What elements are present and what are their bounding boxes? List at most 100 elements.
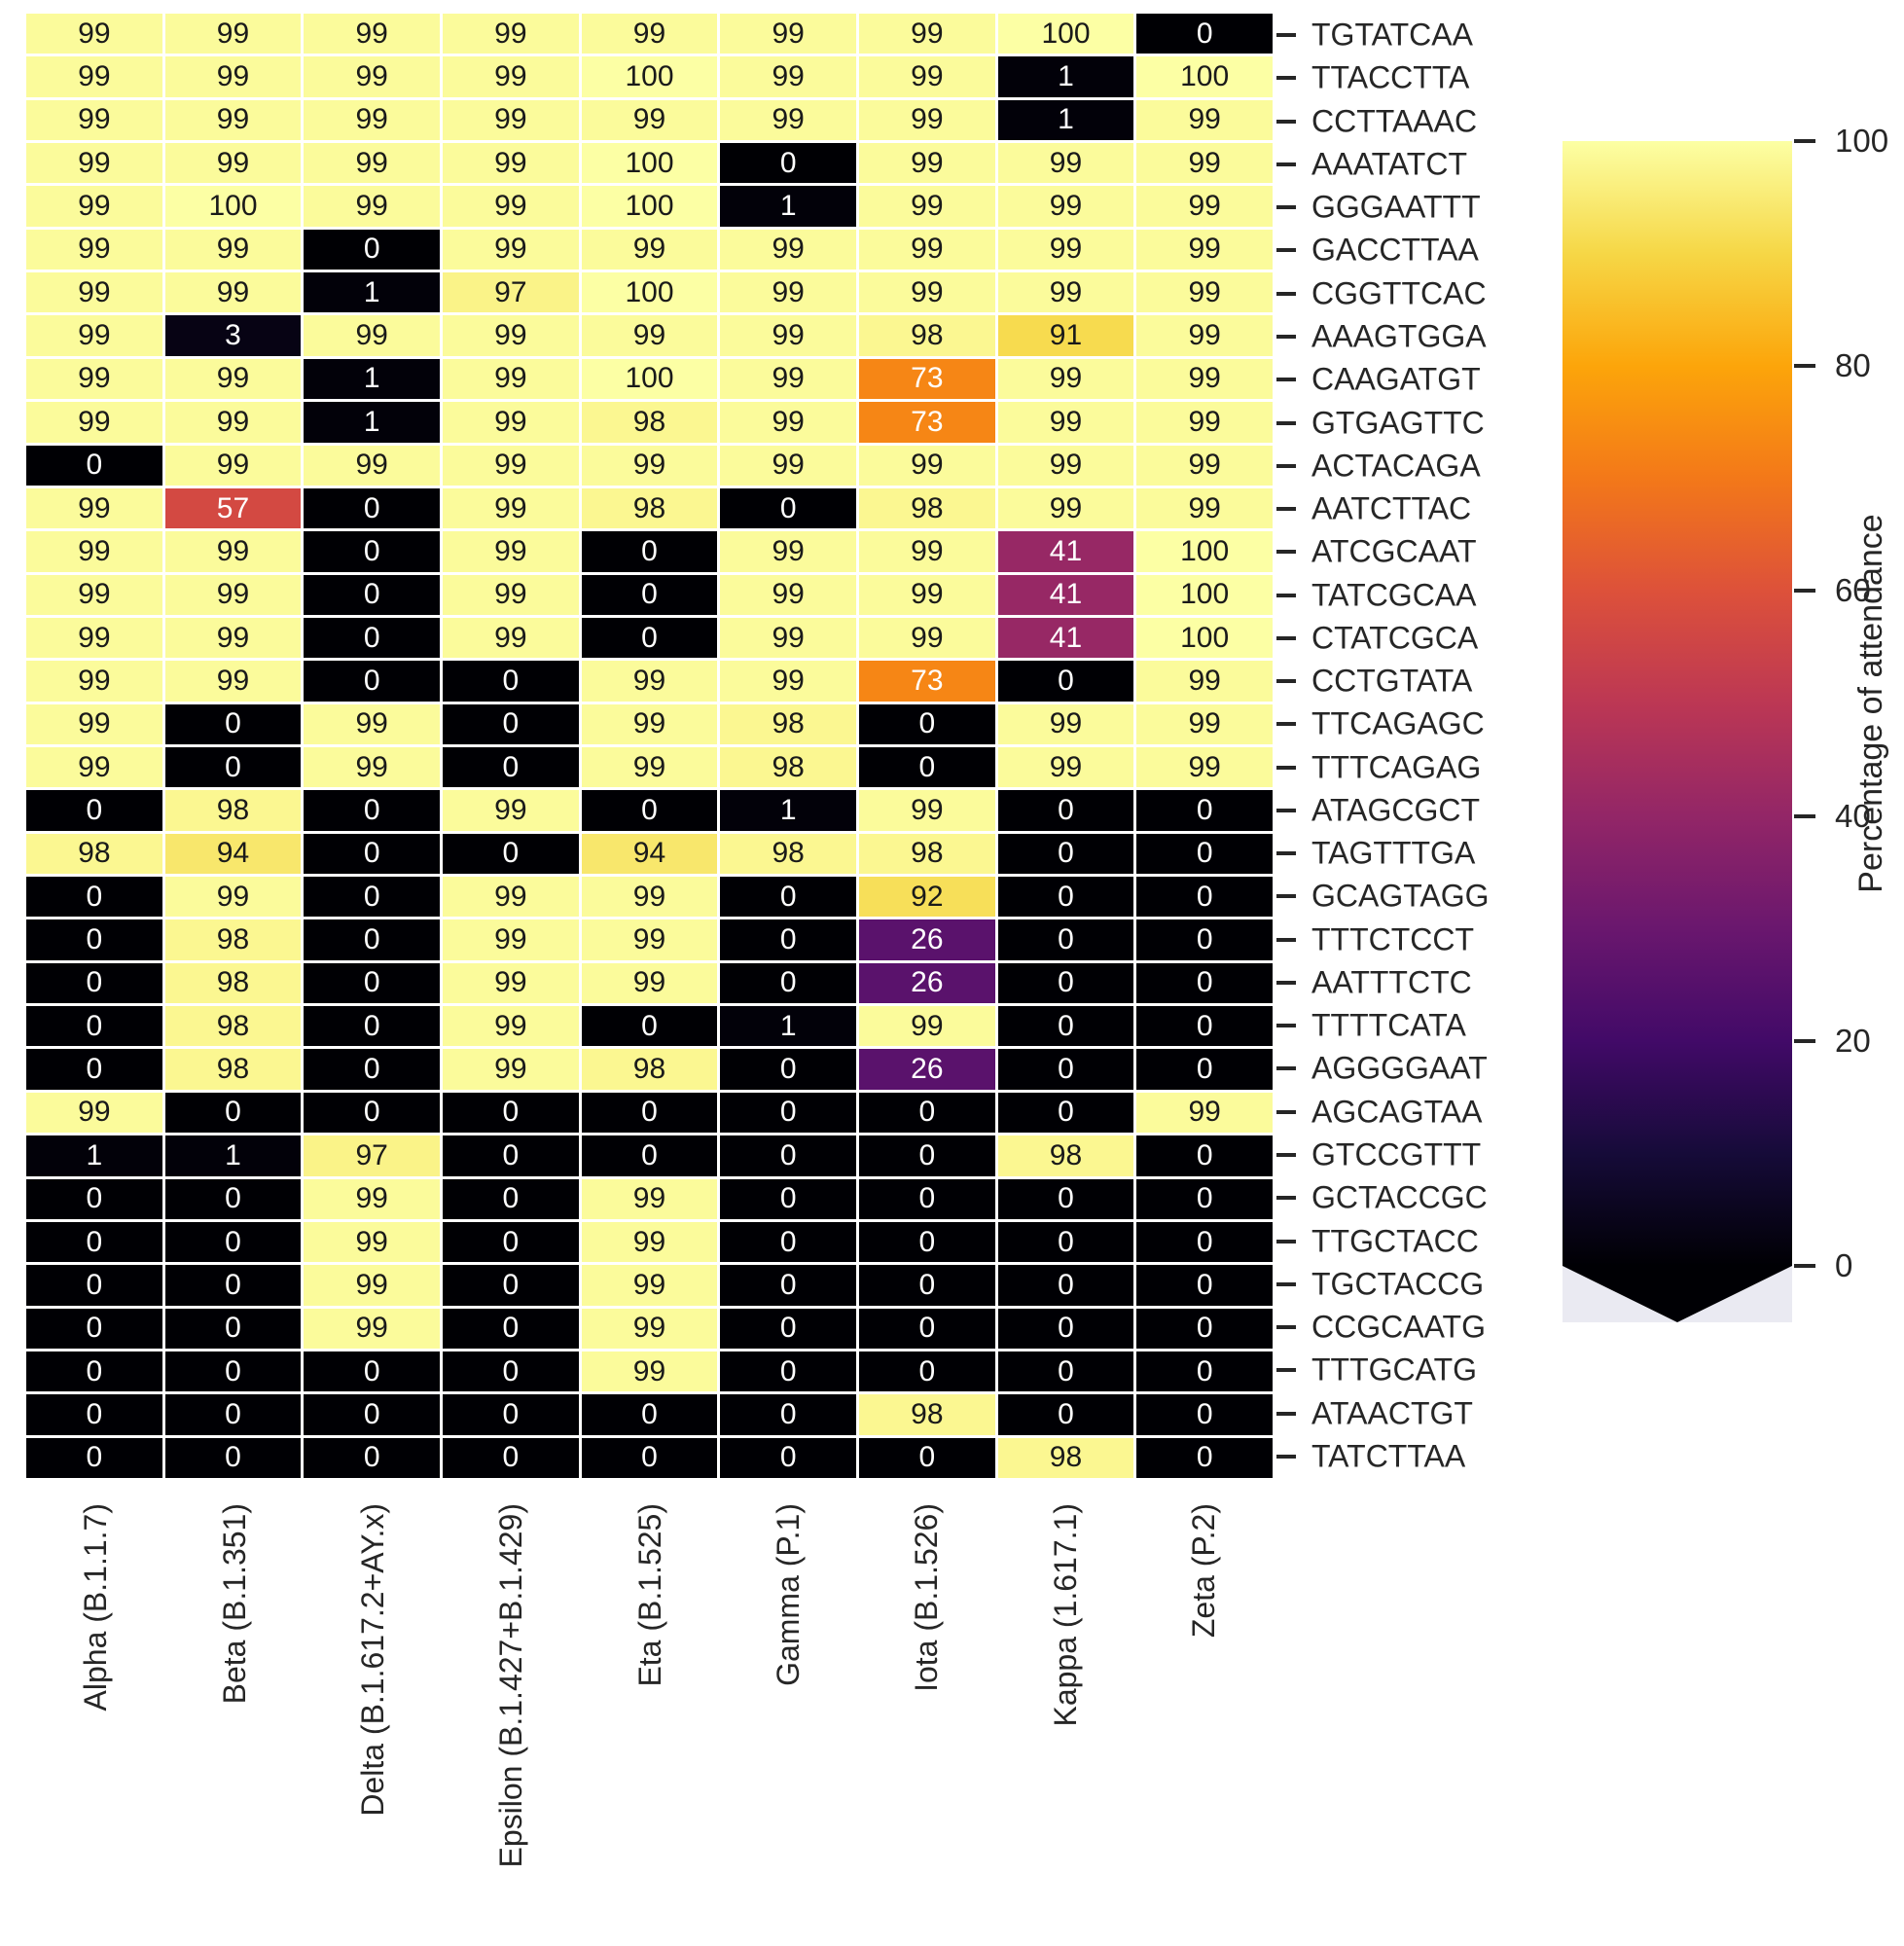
- heatmap-cell: 0: [720, 962, 856, 1004]
- heatmap-cell: 0: [581, 1394, 718, 1435]
- heatmap-cell: 0: [304, 1394, 440, 1435]
- heatmap-cell: 0: [581, 790, 718, 831]
- heatmap-cell: 1: [997, 99, 1134, 141]
- row-label: TTCAGAGC: [1311, 705, 1485, 741]
- heatmap-cell: 99: [26, 186, 162, 227]
- heatmap-cell: 99: [859, 617, 995, 659]
- heatmap-cell: 26: [859, 1049, 995, 1090]
- heatmap-cell: 99: [443, 56, 579, 97]
- heatmap-cell: 99: [1136, 143, 1273, 184]
- row-tick-mark: [1276, 1325, 1296, 1330]
- heatmap-cell: 1: [304, 272, 440, 313]
- heatmap-cell: 0: [304, 833, 440, 875]
- colorbar-tick-label: 100: [1835, 123, 1889, 159]
- heatmap-cell: 0: [443, 1135, 579, 1176]
- heatmap-cell: 99: [443, 99, 579, 141]
- heatmap-cell: 0: [1136, 1394, 1273, 1435]
- heatmap-cell: 99: [720, 14, 856, 54]
- heatmap-cell: 98: [859, 315, 995, 356]
- row-tick-mark: [1276, 894, 1296, 899]
- heatmap-cell: 99: [997, 229, 1134, 270]
- row-label: GACCTTAA: [1311, 232, 1479, 268]
- colorbar-axis-label: Percentage of attendance: [1852, 514, 1889, 893]
- heatmap-cell: 91: [997, 315, 1134, 356]
- heatmap-cell: 99: [1136, 1092, 1273, 1134]
- heatmap-cell: 99: [859, 99, 995, 141]
- row-tick-mark: [1276, 378, 1296, 382]
- row-label: GCAGTAGG: [1311, 878, 1490, 914]
- heatmap-cell: 99: [1136, 229, 1273, 270]
- heatmap-cell: 99: [859, 574, 995, 615]
- heatmap-cell: 0: [26, 1049, 162, 1090]
- heatmap-cell: 98: [859, 487, 995, 529]
- row-label: AGGGGAAT: [1311, 1050, 1488, 1086]
- heatmap-cell: 94: [581, 833, 718, 875]
- heatmap-cell: 99: [443, 919, 579, 960]
- heatmap-cell: 0: [443, 1308, 579, 1349]
- heatmap-cell: 0: [859, 746, 995, 788]
- heatmap-cell: 99: [1136, 746, 1273, 788]
- row-label: CCGCAATG: [1311, 1309, 1486, 1345]
- heatmap-cell: 0: [26, 962, 162, 1004]
- row-label: ATAGCGCT: [1311, 792, 1481, 828]
- heatmap-cell: 99: [997, 272, 1134, 313]
- heatmap-cell: 99: [720, 56, 856, 97]
- heatmap-cell: 100: [1136, 56, 1273, 97]
- heatmap-cell: 0: [26, 1006, 162, 1047]
- heatmap-cell: 0: [304, 1437, 440, 1478]
- heatmap-cell: 99: [164, 877, 302, 918]
- heatmap-cell: 99: [1136, 272, 1273, 313]
- heatmap-cell: 99: [859, 56, 995, 97]
- heatmap-cell: 0: [720, 1265, 856, 1306]
- row-tick-mark: [1276, 1024, 1296, 1028]
- heatmap-cell: 99: [581, 315, 718, 356]
- heatmap-cell: 0: [1136, 877, 1273, 918]
- column-label: Zeta (P.2): [1185, 1503, 1221, 1639]
- heatmap-cell: 0: [581, 1437, 718, 1478]
- heatmap-cell: 0: [443, 661, 579, 702]
- heatmap-cell: 0: [720, 487, 856, 529]
- column-label: Beta (B.1.351): [216, 1503, 252, 1705]
- heatmap-cell: 99: [1136, 315, 1273, 356]
- row-tick-mark: [1276, 1066, 1296, 1071]
- heatmap-cell: 0: [164, 703, 302, 744]
- heatmap-cell: 0: [304, 1049, 440, 1090]
- heatmap-cell: 0: [26, 445, 162, 486]
- heatmap-cell: 99: [164, 617, 302, 659]
- heatmap-cell: 73: [859, 358, 995, 400]
- heatmap-cell: 100: [581, 358, 718, 400]
- heatmap-cell: 99: [26, 746, 162, 788]
- heatmap-cell: 1: [304, 402, 440, 443]
- heatmap-cell: 0: [304, 1351, 440, 1392]
- heatmap-cell: 57: [164, 487, 302, 529]
- heatmap-cell: 0: [997, 1092, 1134, 1134]
- row-label: TTTTCATA: [1311, 1007, 1466, 1043]
- heatmap-cell: 99: [26, 315, 162, 356]
- heatmap-cell: 0: [1136, 919, 1273, 960]
- heatmap-cell: 99: [859, 790, 995, 831]
- heatmap-cell: 0: [443, 833, 579, 875]
- row-label: TATCGCAA: [1311, 577, 1477, 613]
- heatmap-cell: 98: [581, 1049, 718, 1090]
- heatmap-cell: 0: [164, 1394, 302, 1435]
- heatmap-cell: 99: [304, 746, 440, 788]
- heatmap-cell: 99: [164, 358, 302, 400]
- heatmap-cell: 99: [581, 14, 718, 54]
- heatmap-cell: 99: [581, 445, 718, 486]
- heatmap-cell: 99: [581, 746, 718, 788]
- heatmap-cell: 0: [1136, 833, 1273, 875]
- row-label: TGCTACCG: [1311, 1266, 1485, 1302]
- heatmap-cell: 99: [720, 661, 856, 702]
- row-label: TAGTTTGA: [1311, 835, 1476, 871]
- heatmap-cell: 1: [997, 56, 1134, 97]
- heatmap-cell: 0: [720, 1135, 856, 1176]
- heatmap-cell: 99: [164, 531, 302, 572]
- row-tick-mark: [1276, 1239, 1296, 1243]
- heatmap-cell: 0: [443, 1221, 579, 1263]
- heatmap-cell: 99: [443, 229, 579, 270]
- row-tick-mark: [1276, 1454, 1296, 1459]
- heatmap-cell: 98: [720, 833, 856, 875]
- heatmap-cell: 0: [1136, 1049, 1273, 1090]
- heatmap-cell: 100: [581, 143, 718, 184]
